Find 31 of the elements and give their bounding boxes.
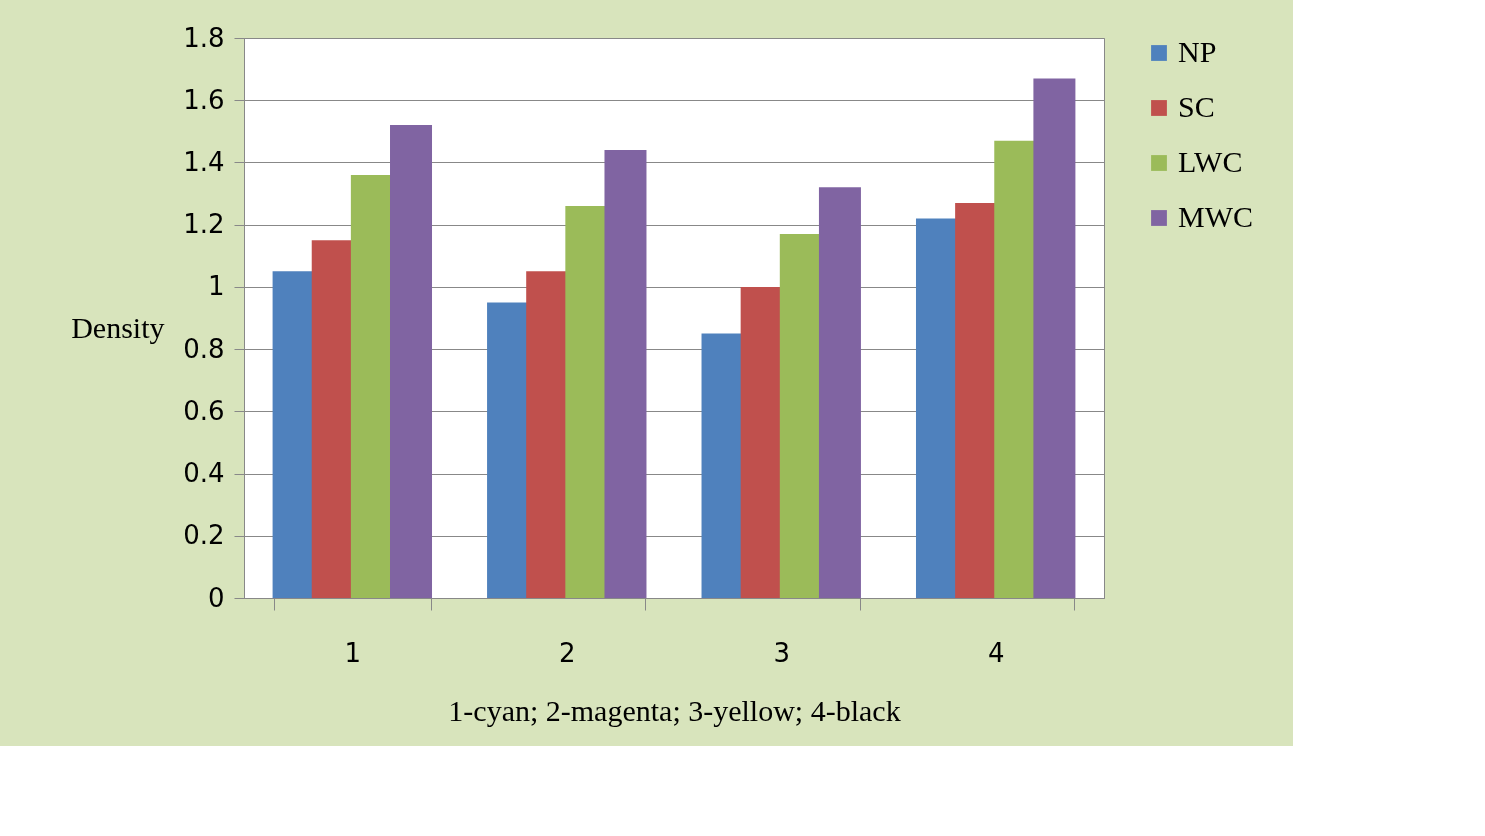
y-tick-label: 0.2	[183, 520, 225, 551]
x-axis-title: 1-cyan; 2-magenta; 3-yellow; 4-black	[448, 693, 901, 727]
y-tick-label: 0.4	[183, 458, 225, 489]
bar	[604, 150, 647, 598]
x-tick-label: 4	[987, 637, 1005, 668]
y-tick-label: 0	[207, 582, 225, 613]
y-tick-label: 1.8	[183, 22, 225, 53]
y-tick-label: 1.4	[183, 146, 225, 177]
bar	[272, 271, 315, 598]
y-tick-label: 0.8	[183, 333, 225, 364]
legend-label: MWC	[1178, 200, 1253, 233]
bar	[1033, 78, 1076, 598]
bar	[311, 240, 354, 598]
legend-label: LWC	[1178, 145, 1243, 178]
x-tick-label: 2	[558, 637, 576, 668]
bar	[740, 286, 783, 598]
y-tick-label: 1.2	[183, 209, 225, 240]
legend-label: NP	[1178, 35, 1217, 68]
bar	[390, 125, 433, 598]
y-tick-label: 1	[207, 271, 225, 302]
y-tick-label: 1.6	[183, 84, 225, 115]
x-tick-label: 3	[773, 637, 791, 668]
bar	[779, 234, 822, 598]
bar	[350, 174, 393, 598]
x-tick-label: 1	[344, 637, 362, 668]
y-tick-label: 0.6	[183, 395, 225, 426]
bar	[818, 187, 861, 598]
y-axis-title: Density	[71, 310, 165, 344]
legend-label: SC	[1178, 90, 1215, 123]
bar	[915, 218, 958, 598]
bar	[701, 333, 744, 598]
